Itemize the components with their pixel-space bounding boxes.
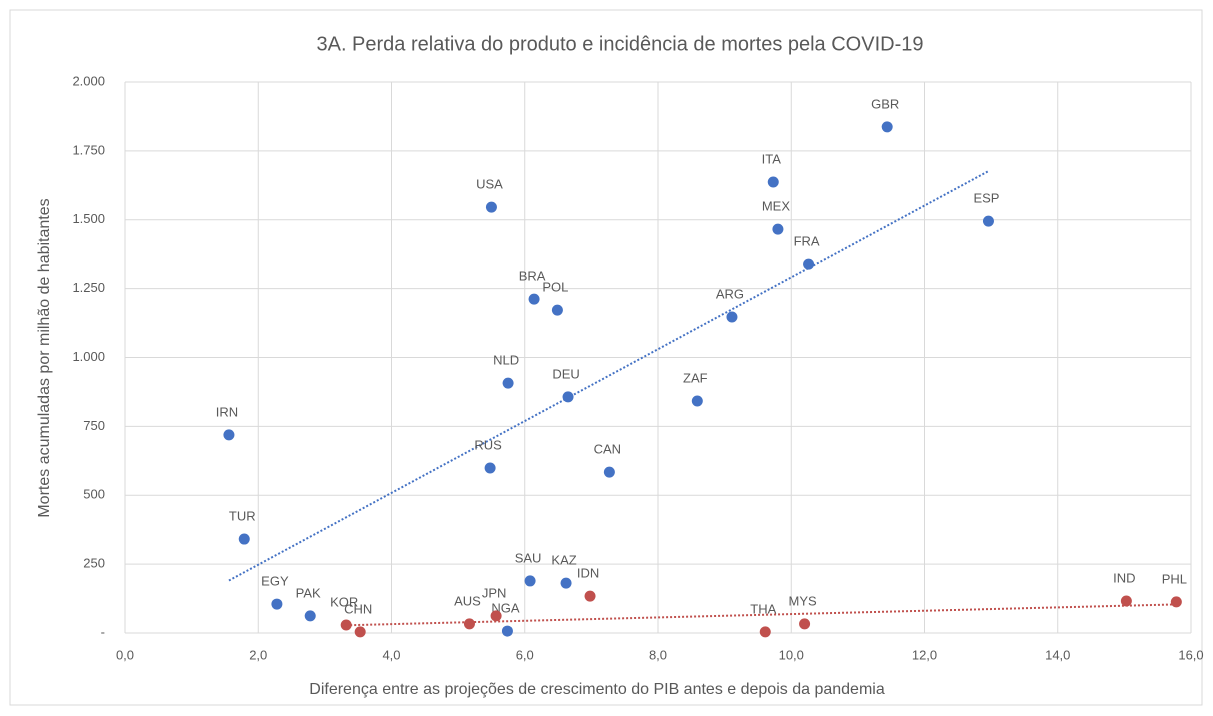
point — [238, 533, 250, 545]
point — [799, 618, 811, 630]
x-axis-title: Diferença entre as projeções de crescime… — [309, 681, 885, 698]
x-tick-label: 6,0 — [516, 647, 534, 662]
point — [1170, 596, 1182, 608]
x-tick-label: 2,0 — [249, 647, 267, 662]
point-label: SAU — [515, 550, 542, 565]
point — [603, 466, 615, 478]
point-label: TUR — [229, 508, 256, 523]
chart-title: 3A. Perda relativa do produto e incidênc… — [316, 33, 923, 55]
y-tick-label: 1.750 — [72, 142, 105, 157]
point — [551, 304, 563, 316]
point — [463, 618, 475, 630]
point-label: CAN — [594, 442, 621, 457]
point-label: GBR — [871, 96, 899, 111]
point — [562, 391, 574, 403]
point-label: ITA — [762, 151, 782, 166]
x-tick-label: 16,0 — [1178, 647, 1203, 662]
point-label: KAZ — [551, 553, 576, 568]
trendline — [346, 603, 1177, 627]
point — [223, 429, 235, 441]
point-label: PAK — [296, 585, 321, 600]
point-label: IND — [1113, 570, 1135, 585]
y-tick-label: - — [101, 624, 105, 639]
point — [560, 577, 572, 589]
x-tick-label: 4,0 — [382, 647, 400, 662]
y-tick-label: 500 — [83, 487, 105, 502]
point — [304, 610, 316, 622]
point — [982, 215, 994, 227]
point — [490, 610, 502, 622]
point — [772, 223, 784, 235]
point-label: DEU — [552, 366, 579, 381]
point — [759, 626, 771, 638]
point — [524, 575, 536, 587]
point-label: RUS — [474, 437, 502, 452]
x-tick-label: 14,0 — [1045, 647, 1070, 662]
y-tick-label: 1.000 — [72, 349, 105, 364]
point-label: EGY — [261, 574, 289, 589]
y-axis-title: Mortes acumuladas por milhão de habitant… — [36, 198, 53, 517]
point — [485, 201, 497, 213]
point — [767, 176, 779, 188]
point-label: ZAF — [683, 370, 708, 385]
point — [340, 619, 352, 631]
point — [502, 377, 514, 389]
y-tick-label: 750 — [83, 418, 105, 433]
point — [584, 590, 596, 602]
x-tick-label: 10,0 — [779, 647, 804, 662]
point-label: FRA — [794, 234, 820, 249]
point — [271, 598, 283, 610]
point-label: JPN — [482, 585, 507, 600]
point — [501, 625, 513, 637]
x-tick-label: 0,0 — [116, 647, 134, 662]
point — [1120, 595, 1132, 607]
point-label: THA — [750, 601, 776, 616]
y-tick-label: 1.250 — [72, 280, 105, 295]
point — [354, 626, 366, 638]
point — [726, 311, 738, 323]
point-label: BRA — [519, 269, 546, 284]
point-label: POL — [542, 280, 568, 295]
y-tick-label: 1.500 — [72, 211, 105, 226]
point-label: CHN — [344, 601, 372, 616]
x-tick-label: 12,0 — [912, 647, 937, 662]
point-label: PHL — [1162, 571, 1187, 586]
point-label: MYS — [788, 593, 817, 608]
point-label: IDN — [577, 566, 599, 581]
point-label: ARG — [716, 286, 744, 301]
point-label: NLD — [493, 353, 519, 368]
point — [484, 462, 496, 474]
y-tick-label: 2.000 — [72, 73, 105, 88]
point-label: ESP — [973, 191, 999, 206]
point — [528, 293, 540, 305]
x-tick-label: 8,0 — [649, 647, 667, 662]
point — [691, 395, 703, 407]
point — [803, 258, 815, 270]
point-label: KOR — [330, 594, 358, 609]
point-label: AUS — [454, 593, 481, 608]
point-label: USA — [476, 177, 503, 192]
y-tick-label: 250 — [83, 556, 105, 571]
point-label: MEX — [762, 199, 791, 214]
point — [881, 121, 893, 133]
point-label: IRN — [216, 404, 238, 419]
